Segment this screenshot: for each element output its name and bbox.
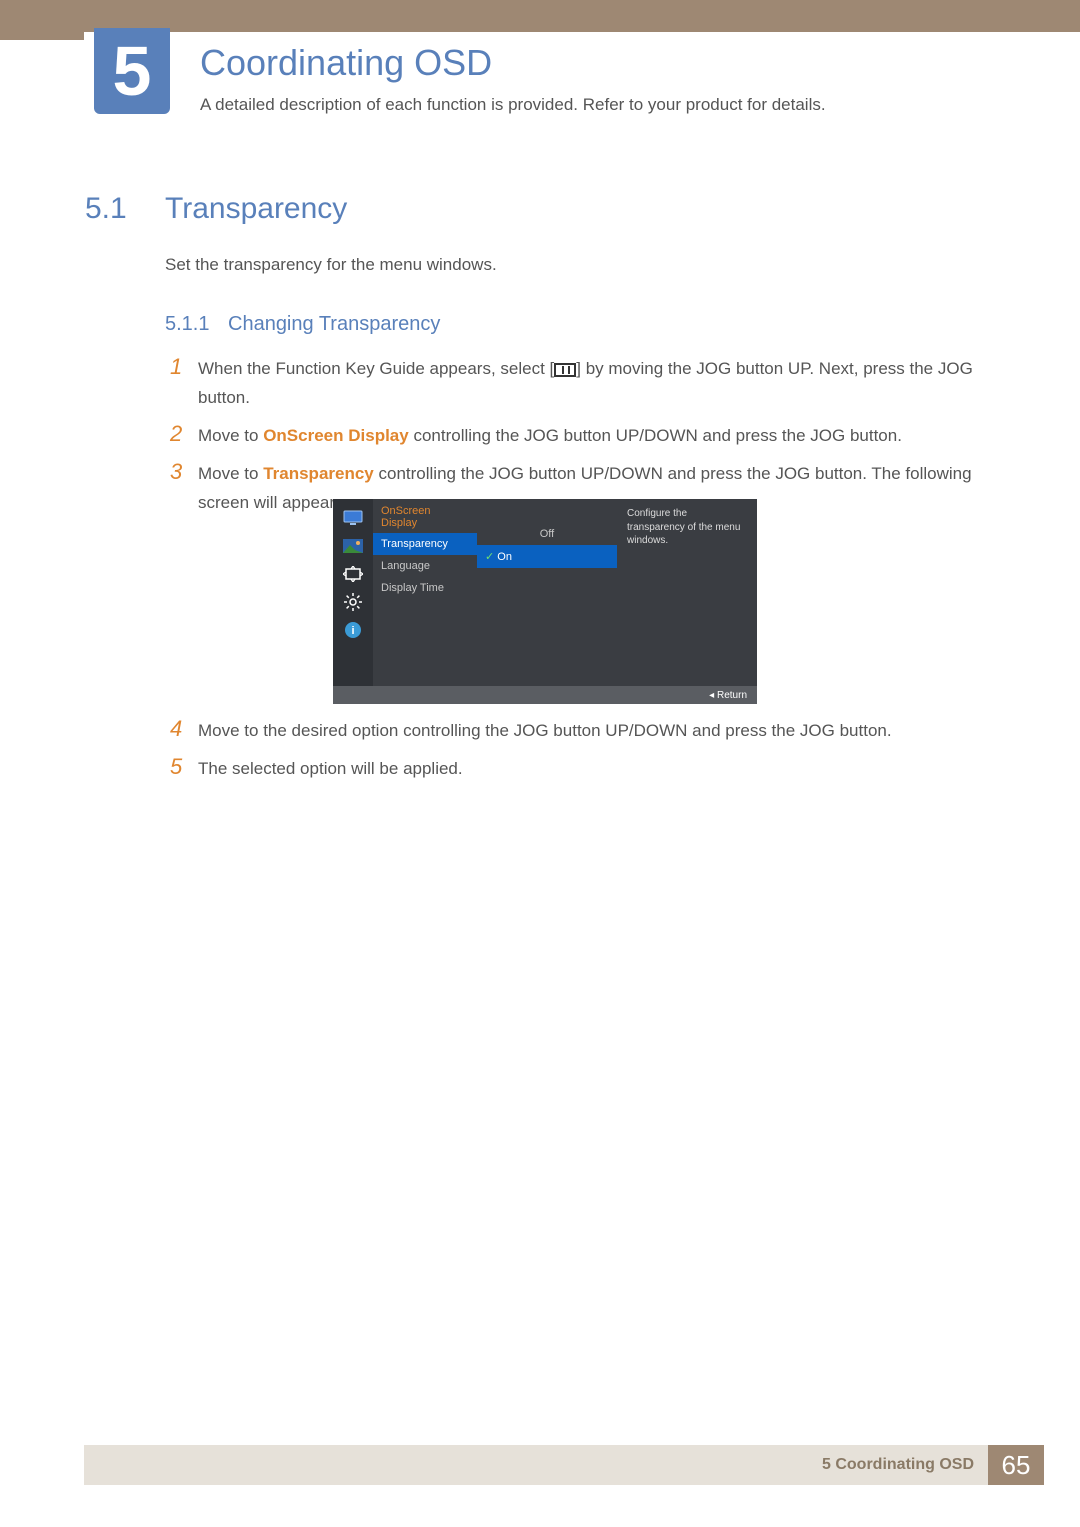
osd-icon-column: i <box>333 499 373 686</box>
section-description: Set the transparency for the menu window… <box>165 255 497 275</box>
chapter-subtitle: A detailed description of each function … <box>200 95 826 115</box>
osd-return-label: ◂ Return <box>709 690 747 701</box>
step-number: 2 <box>170 421 198 447</box>
osd-menu-column: OnScreen Display TransparencyLanguageDis… <box>373 499 477 686</box>
step-row: 4Move to the desired option controlling … <box>170 716 990 746</box>
step-row: 2Move to OnScreen Display controlling th… <box>170 421 990 451</box>
step-text: Move to the desired option controlling t… <box>198 717 892 746</box>
osd-option: Off <box>477 523 617 545</box>
step-number: 5 <box>170 754 198 780</box>
osd-menu-header: OnScreen Display <box>373 499 477 533</box>
picture-icon <box>342 537 364 555</box>
section-title: Transparency <box>165 192 347 226</box>
osd-option: On <box>477 545 617 568</box>
step-text: Move to OnScreen Display controlling the… <box>198 422 902 451</box>
step-number: 1 <box>170 354 198 380</box>
osd-help-panel: Configure the transparency of the menu w… <box>617 499 757 686</box>
section-number: 5.1 <box>85 192 127 226</box>
osd-menu-item: Display Time <box>373 577 477 599</box>
footer-page-number: 65 <box>988 1445 1044 1485</box>
resize-icon <box>342 565 364 583</box>
step-row: 1When the Function Key Guide appears, se… <box>170 354 990 413</box>
osd-options-column: OffOn <box>477 499 617 686</box>
monitor-icon <box>342 509 364 527</box>
left-brown-strip <box>0 0 84 40</box>
osd-menu-item: Transparency <box>373 533 477 555</box>
info-icon: i <box>342 621 364 639</box>
footer-chapter-text: 5 Coordinating OSD <box>822 1456 974 1474</box>
steps-list-after: 4Move to the desired option controlling … <box>170 716 990 792</box>
step-text: The selected option will be applied. <box>198 755 463 784</box>
subsection-number: 5.1.1 <box>165 313 209 336</box>
gear-icon <box>342 593 364 611</box>
svg-text:i: i <box>351 625 354 637</box>
chapter-title: Coordinating OSD <box>200 42 492 84</box>
step-row: 5The selected option will be applied. <box>170 754 990 784</box>
page-footer: 5 Coordinating OSD 65 <box>84 1445 1044 1485</box>
subsection-title: Changing Transparency <box>228 313 440 336</box>
osd-menu-item: Language <box>373 555 477 577</box>
osd-footer-bar: ◂ Return <box>333 686 757 704</box>
step-text: When the Function Key Guide appears, sel… <box>198 355 990 413</box>
step-number: 3 <box>170 459 198 485</box>
menu-button-icon <box>554 363 576 377</box>
chapter-number-badge: 5 <box>94 28 170 114</box>
step-number: 4 <box>170 716 198 742</box>
osd-screenshot: i OnScreen Display TransparencyLanguageD… <box>333 499 757 704</box>
